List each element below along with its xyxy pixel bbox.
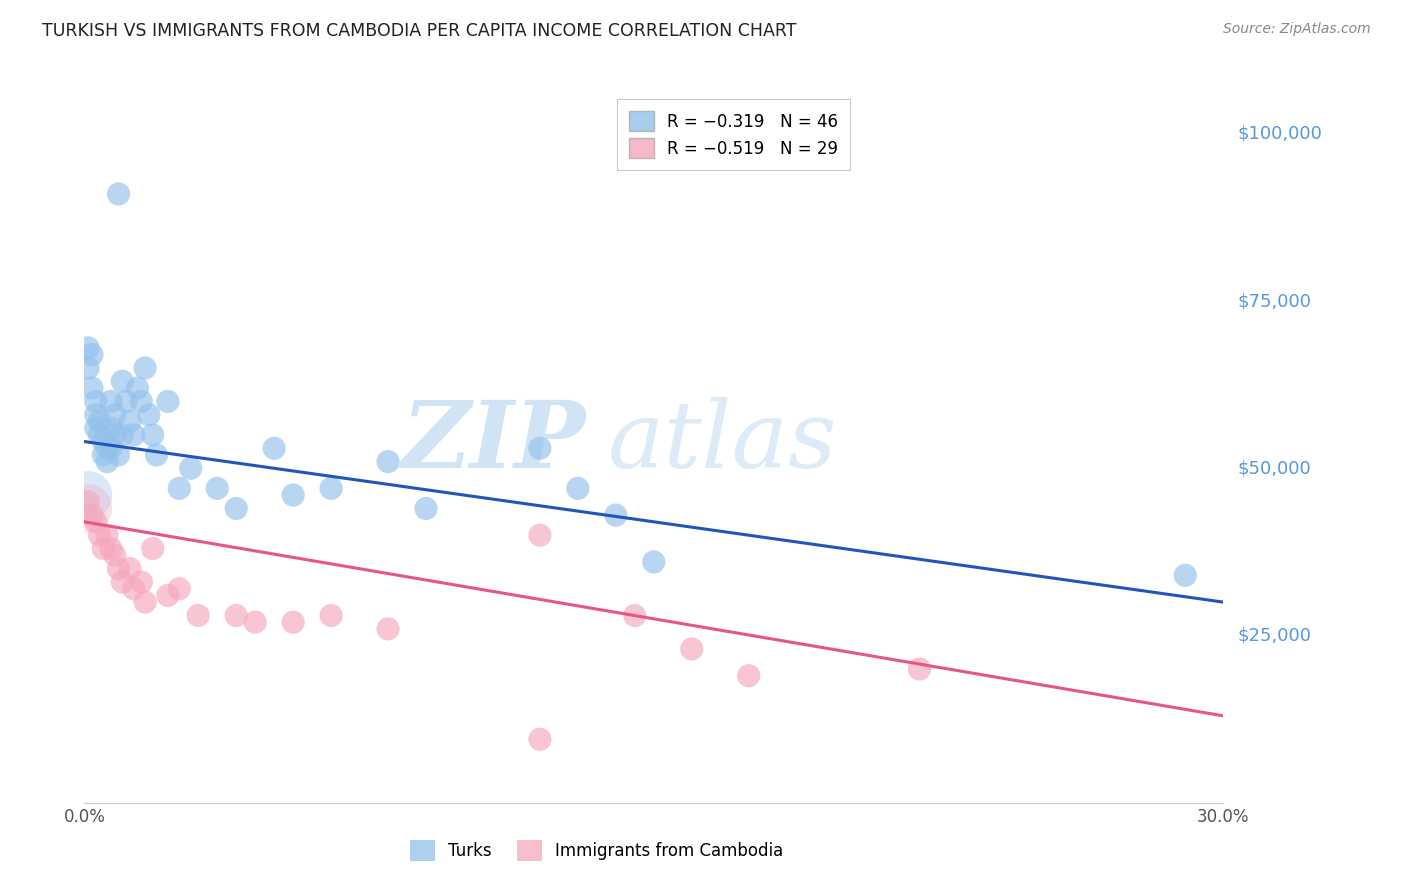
Text: $25,000: $25,000 (1237, 626, 1312, 645)
Point (96, 528, 118, 542)
Point (643, 555, 665, 569)
Point (529, 441, 551, 455)
Point (100, 421, 122, 435)
Point (225, 608, 247, 623)
Point (207, 482, 229, 496)
Point (321, 608, 343, 623)
Point (93, 434, 115, 449)
Point (111, 375, 134, 389)
Point (100, 441, 122, 455)
Point (134, 595, 156, 609)
Point (104, 408, 127, 422)
Point (127, 381, 149, 395)
Text: atlas: atlas (609, 397, 838, 486)
Point (80, 508, 103, 523)
Point (107, 187, 129, 202)
Point (187, 608, 209, 623)
Point (738, 669, 761, 683)
Point (77, 501, 100, 516)
Point (111, 575, 134, 590)
Text: ZIP: ZIP (401, 397, 585, 486)
Point (107, 448, 129, 462)
Point (89, 427, 111, 442)
Point (529, 528, 551, 542)
Point (131, 575, 153, 590)
Point (77, 361, 100, 376)
Point (908, 662, 931, 676)
Point (283, 488, 305, 502)
Point (77, 341, 100, 355)
Point (100, 394, 122, 409)
Point (111, 427, 134, 442)
Legend: Turks, Immigrants from Cambodia: Turks, Immigrants from Cambodia (396, 827, 797, 874)
Point (1174, 568, 1197, 582)
Point (169, 582, 191, 596)
Point (605, 508, 627, 523)
Point (107, 562, 129, 576)
Point (145, 448, 167, 462)
Point (681, 642, 703, 657)
Text: Source: ZipAtlas.com: Source: ZipAtlas.com (1223, 22, 1371, 37)
Point (93, 541, 115, 556)
Point (84, 515, 107, 529)
Point (118, 414, 141, 428)
Point (93, 448, 115, 462)
Text: $100,000: $100,000 (1237, 125, 1322, 143)
Point (84, 394, 107, 409)
Point (624, 608, 647, 623)
Point (100, 541, 122, 556)
Point (84, 421, 107, 435)
Point (96, 454, 118, 469)
Point (84, 408, 107, 422)
Point (156, 394, 179, 409)
Point (283, 615, 305, 630)
Point (89, 528, 111, 542)
Point (567, 482, 589, 496)
Point (225, 501, 247, 516)
Point (138, 408, 160, 422)
Point (77, 494, 100, 508)
Point (104, 548, 127, 563)
Point (80, 348, 103, 362)
Point (115, 394, 138, 409)
Point (263, 441, 285, 455)
Point (77, 488, 100, 502)
Point (122, 582, 145, 596)
Point (245, 615, 267, 630)
Point (142, 427, 165, 442)
Point (142, 541, 165, 556)
Text: $75,000: $75,000 (1237, 292, 1312, 310)
Point (89, 414, 111, 428)
Point (156, 589, 179, 603)
Point (134, 361, 156, 376)
Point (96, 441, 118, 455)
Point (131, 394, 153, 409)
Point (377, 622, 399, 636)
Point (529, 732, 551, 747)
Point (80, 381, 103, 395)
Point (377, 454, 399, 469)
Point (415, 501, 437, 516)
Point (321, 482, 343, 496)
Text: TURKISH VS IMMIGRANTS FROM CAMBODIA PER CAPITA INCOME CORRELATION CHART: TURKISH VS IMMIGRANTS FROM CAMBODIA PER … (42, 22, 797, 40)
Point (118, 562, 141, 576)
Point (122, 427, 145, 442)
Point (169, 482, 191, 496)
Point (180, 461, 202, 475)
Point (104, 427, 127, 442)
Text: $50,000: $50,000 (1237, 459, 1310, 477)
